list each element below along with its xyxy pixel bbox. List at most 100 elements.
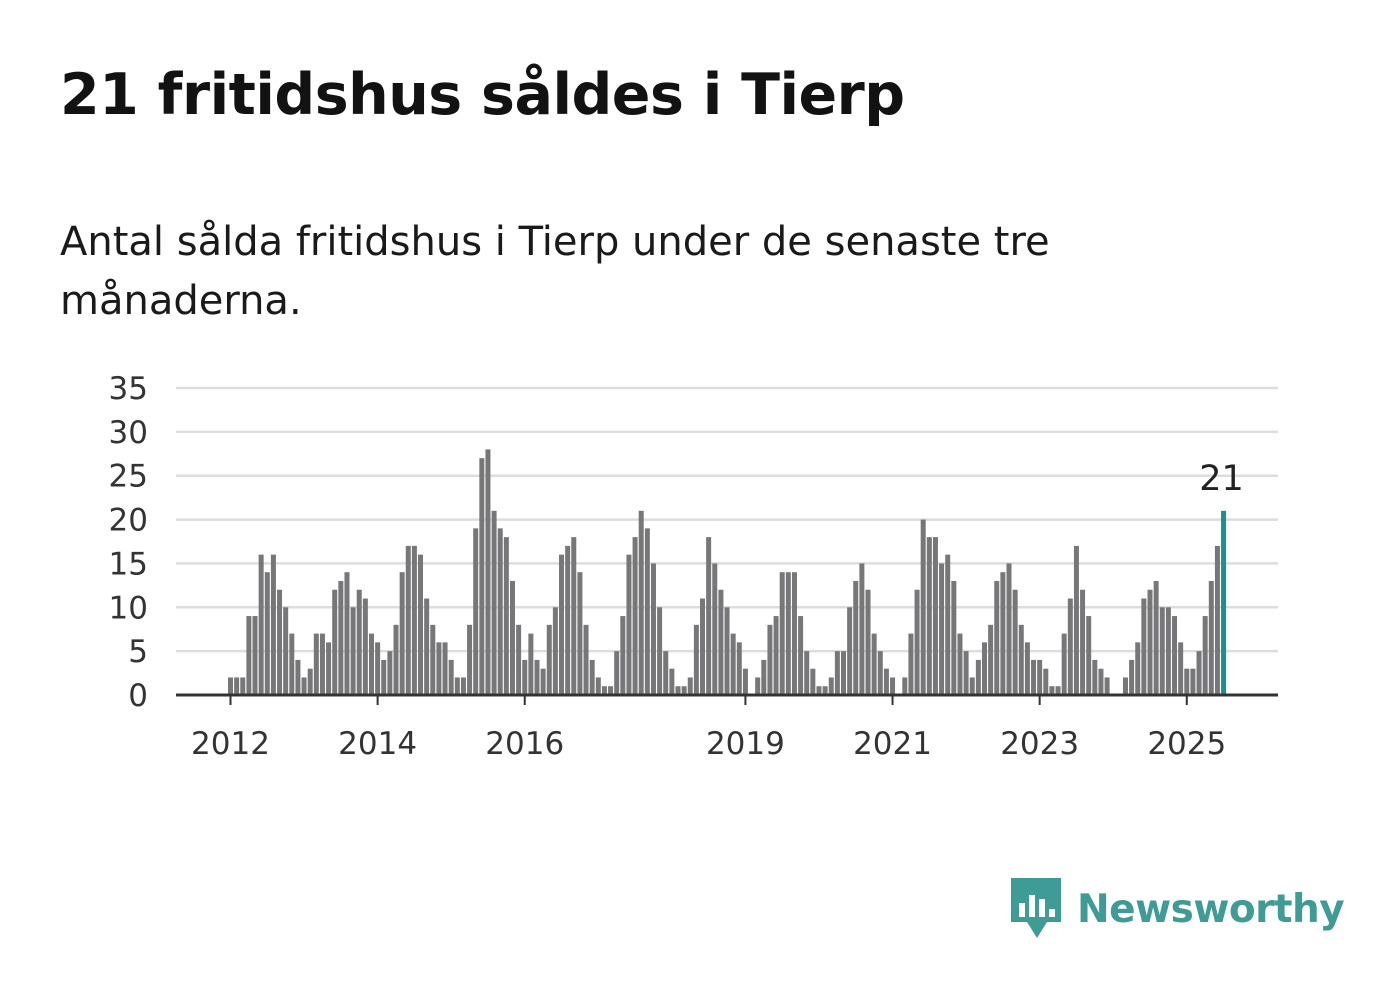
bar [626, 554, 632, 695]
bar [994, 580, 1000, 695]
x-tick-label: 2023 [1000, 726, 1079, 762]
chart-subtitle: Antal sålda fritidshus i Tierp under de … [60, 219, 1050, 324]
bar [411, 545, 417, 695]
bar [522, 659, 528, 695]
bar [847, 607, 853, 695]
bar [503, 537, 509, 695]
bar [798, 616, 804, 695]
bar [516, 624, 522, 695]
bar [951, 580, 957, 695]
bar [700, 598, 706, 695]
bar [460, 677, 466, 695]
x-tick-label: 2012 [191, 726, 270, 762]
bar [534, 659, 540, 695]
bar [620, 616, 626, 695]
bar [405, 545, 411, 695]
bar [546, 624, 552, 695]
bar [730, 633, 736, 695]
bar [1086, 616, 1092, 695]
bar [436, 642, 442, 695]
bar [632, 537, 638, 695]
y-tick-label: 25 [109, 459, 148, 495]
bar [338, 580, 344, 695]
bar [485, 449, 491, 695]
bar [1196, 651, 1202, 695]
bar [657, 607, 663, 695]
bar [1104, 677, 1110, 695]
y-tick-label: 15 [109, 546, 148, 582]
bar [1012, 589, 1018, 695]
bar [1000, 572, 1006, 695]
bar [834, 651, 840, 695]
bar [945, 554, 951, 695]
bar [1153, 580, 1159, 695]
bar [479, 458, 485, 695]
bar [865, 589, 871, 695]
bar [975, 659, 981, 695]
bar [319, 633, 325, 695]
bar [877, 651, 883, 695]
bar [1129, 659, 1135, 695]
bar [313, 633, 319, 695]
bar [583, 624, 589, 695]
x-tick-label: 2025 [1147, 726, 1226, 762]
bar [663, 651, 669, 695]
bar [926, 537, 932, 695]
bar [528, 633, 534, 695]
bar [1147, 589, 1153, 695]
bar [1024, 642, 1030, 695]
bar [718, 589, 724, 695]
bar [1184, 668, 1190, 695]
bar [736, 642, 742, 695]
bar [375, 642, 381, 695]
bar [295, 659, 301, 695]
bar [755, 677, 761, 695]
bar [577, 572, 583, 695]
bar [424, 598, 430, 695]
bar [246, 616, 252, 695]
bar [908, 633, 914, 695]
bar [883, 668, 889, 695]
bar [228, 677, 233, 695]
bar [1208, 580, 1214, 695]
bar [454, 677, 460, 695]
bar [393, 624, 399, 695]
bar [1049, 686, 1055, 695]
brand-name: Newsworthy [1077, 886, 1345, 932]
bar [1190, 668, 1196, 695]
bar [1159, 607, 1165, 695]
bar [1080, 589, 1086, 695]
bar [1055, 686, 1061, 695]
bar [1037, 659, 1043, 695]
bar [418, 554, 424, 695]
bar [442, 642, 448, 695]
bar [601, 686, 607, 695]
bar [1141, 598, 1147, 695]
x-tick-label: 2014 [338, 726, 417, 762]
bar [283, 607, 289, 695]
bar [1073, 545, 1079, 695]
bar [1031, 659, 1037, 695]
y-tick-label: 30 [109, 415, 148, 451]
bar [920, 519, 926, 695]
bar [240, 677, 246, 695]
bar [1214, 545, 1220, 695]
bar [1092, 659, 1098, 695]
bar [368, 633, 374, 695]
bar [399, 572, 405, 695]
x-tick-label: 2016 [485, 726, 564, 762]
highlight-value-label: 21 [1199, 459, 1244, 499]
bar [356, 589, 362, 695]
bar [344, 572, 350, 695]
bar [608, 686, 614, 695]
bar [252, 616, 258, 695]
bar [258, 554, 264, 695]
bar [430, 624, 436, 695]
bar [270, 554, 276, 695]
x-tick-label: 2021 [853, 726, 932, 762]
bar [981, 642, 987, 695]
bar [742, 668, 748, 695]
bar [638, 510, 644, 695]
bar [1122, 677, 1128, 695]
